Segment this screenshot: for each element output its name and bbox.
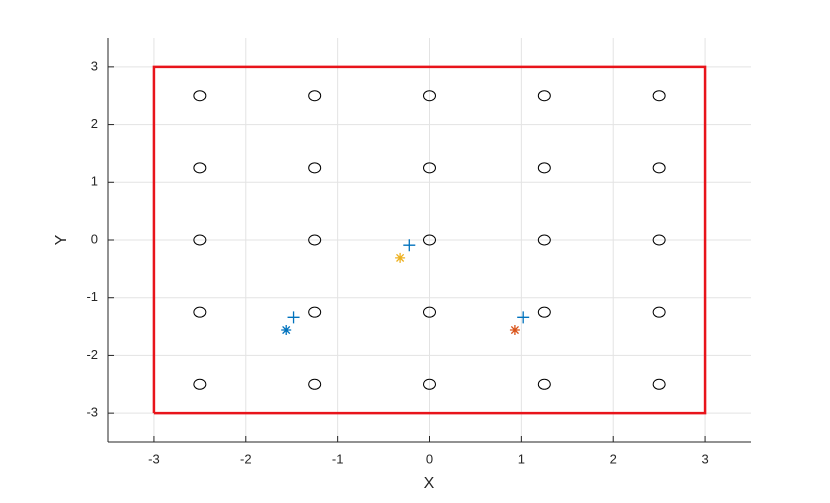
y-tick-label: 2	[91, 116, 98, 131]
circle-point	[652, 90, 666, 102]
y-tick-label: 3	[91, 58, 98, 73]
circle-point	[652, 234, 666, 246]
circle-point	[193, 378, 207, 390]
asterisk-point	[509, 325, 520, 336]
y-tick-label: 0	[91, 231, 98, 246]
x-axis-label: X	[424, 475, 435, 492]
circle-point	[537, 306, 551, 318]
circle-point	[652, 306, 666, 318]
circle-point	[308, 306, 322, 318]
circle-point	[308, 162, 322, 174]
circle-point	[308, 234, 322, 246]
x-tick-label: 2	[610, 451, 617, 466]
boundary-line	[152, 65, 707, 415]
circle-point	[423, 234, 436, 246]
circle-point	[308, 378, 322, 390]
circle-point	[652, 378, 666, 390]
circle-point	[193, 234, 207, 246]
y-tick-label: 1	[91, 174, 98, 189]
circle-point	[193, 90, 207, 102]
x-tick-label: 1	[518, 451, 525, 466]
circle-point	[537, 234, 551, 246]
circle-point	[423, 162, 436, 174]
x-tick-label: -3	[148, 451, 160, 466]
y-tick-label: -1	[86, 289, 98, 304]
y-tick-label: -2	[86, 347, 98, 362]
circle-point	[537, 378, 551, 390]
circle-point	[423, 306, 436, 318]
circle-point	[193, 162, 207, 174]
y-tick-label: -3	[86, 405, 98, 420]
asterisk-point	[395, 252, 406, 263]
circle-point	[537, 90, 551, 102]
x-tick-label: 3	[701, 451, 708, 466]
x-tick-label: -2	[240, 451, 252, 466]
circle-point	[308, 90, 322, 102]
plus-point	[287, 311, 300, 324]
x-tick-label: 0	[426, 451, 433, 466]
circle-point	[193, 306, 207, 318]
circle-point	[537, 162, 551, 174]
plus-point	[403, 239, 416, 252]
circle-point	[423, 378, 436, 390]
circle-point	[652, 162, 666, 174]
circle-point	[423, 90, 436, 102]
y-axis-label: Y	[53, 234, 70, 245]
plus-point	[517, 311, 530, 324]
asterisk-point	[281, 325, 292, 336]
x-tick-label: -1	[332, 451, 344, 466]
